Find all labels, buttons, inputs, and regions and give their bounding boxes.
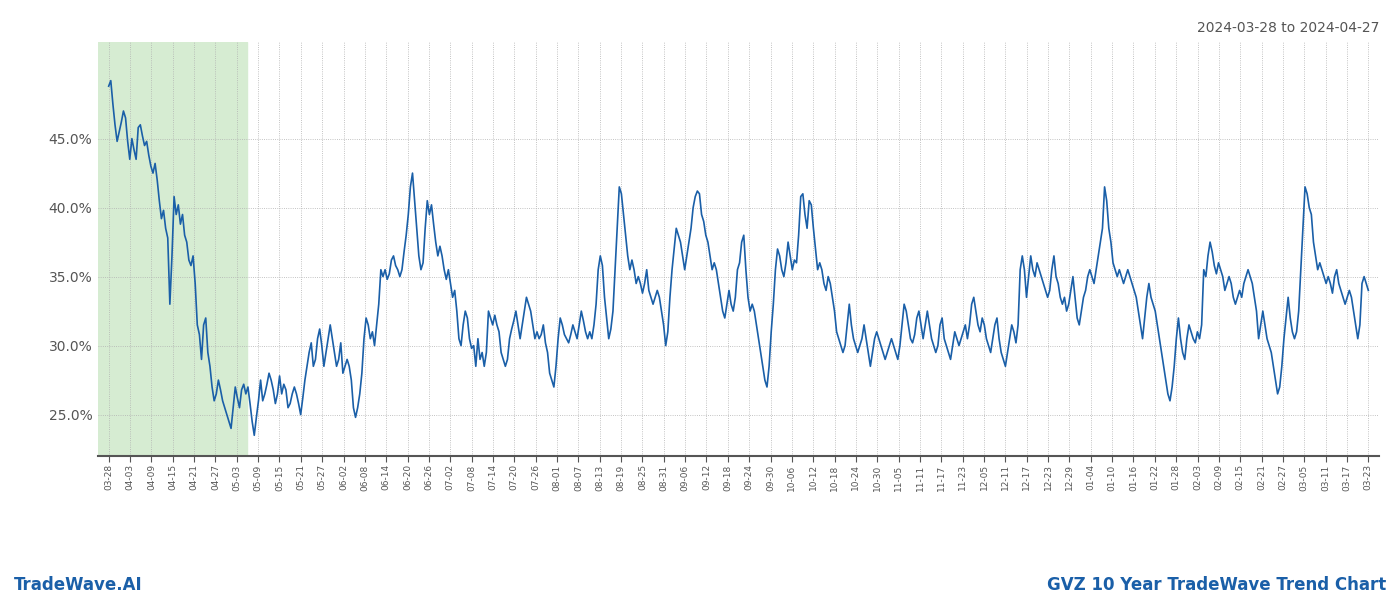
Text: GVZ 10 Year TradeWave Trend Chart: GVZ 10 Year TradeWave Trend Chart — [1047, 576, 1386, 594]
Text: TradeWave.AI: TradeWave.AI — [14, 576, 143, 594]
Bar — [98, 42, 248, 456]
Text: 2024-03-28 to 2024-04-27: 2024-03-28 to 2024-04-27 — [1197, 21, 1379, 35]
